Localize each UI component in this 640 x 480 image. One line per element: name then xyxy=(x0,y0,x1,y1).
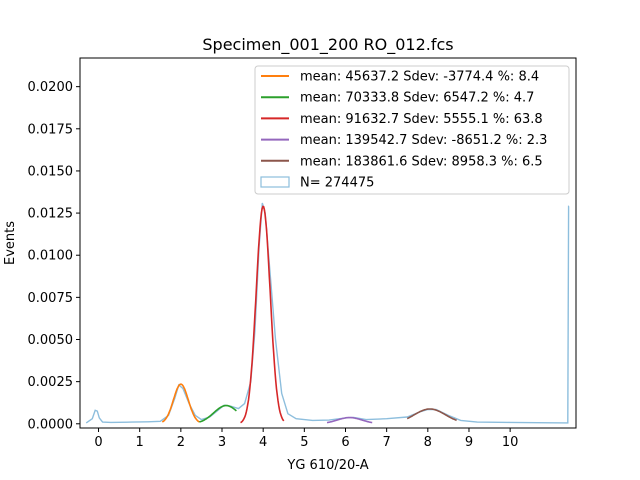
fit-series-4 xyxy=(326,416,373,424)
x-tick-label: 1 xyxy=(136,435,144,450)
legend-label-5: mean: 183861.6 Sdev: 8958.3 %: 6.5 xyxy=(300,154,543,169)
fit-series-5 xyxy=(406,408,457,422)
x-tick-label: 7 xyxy=(383,435,391,450)
x-tick-label: 5 xyxy=(300,435,308,450)
histogram-series xyxy=(85,202,570,424)
y-tick-label: 0.0125 xyxy=(28,207,74,222)
x-tick-label: 6 xyxy=(341,435,349,450)
y-tick-label: 0.0025 xyxy=(28,375,74,390)
y-tick-label: 0.0100 xyxy=(28,249,74,264)
y-tick-label: 0.0175 xyxy=(28,122,74,137)
y-tick-label: 0.0200 xyxy=(28,80,74,95)
fit-series-2 xyxy=(199,404,237,423)
x-tick-label: 4 xyxy=(259,435,267,450)
y-axis-label: Events xyxy=(3,221,18,265)
x-tick-label: 9 xyxy=(465,435,473,450)
x-tick-label: 8 xyxy=(424,435,432,450)
fit-series-3 xyxy=(240,205,285,424)
x-tick-label: 3 xyxy=(218,435,226,450)
legend-box xyxy=(254,65,570,195)
x-tick-label: 0 xyxy=(94,435,102,450)
legend-swatch-histogram xyxy=(260,176,290,188)
chart-title: Specimen_001_200 RO_012.fcs xyxy=(202,35,453,55)
y-tick-label: 0.0150 xyxy=(28,164,74,179)
x-axis-label: YG 610/20-A xyxy=(286,458,368,473)
axes: 0 1 2 3 4 5 6 7 8 9 10 0.0000 0.0025 0.0050 0.0075 0.01… xyxy=(28,57,577,450)
legend: mean: 45637.2 Sdev: -3774.4 %: 8.4 mean: … xyxy=(254,65,570,195)
legend-label-2: mean: 70333.8 Sdev: 6547.2 %: 4.7 xyxy=(300,91,534,106)
legend-label-1: mean: 45637.2 Sdev: -3774.4 %: 8.4 xyxy=(300,70,539,85)
x-tick-label: 2 xyxy=(177,435,185,450)
legend-label-4: mean: 139542.7 Sdev: -8651.2 %: 2.3 xyxy=(300,133,547,148)
legend-label-histogram: N= 274475 xyxy=(300,176,374,191)
y-tick-label: 0.0050 xyxy=(28,333,74,348)
plot-area xyxy=(85,202,570,424)
y-tick-label: 0.0075 xyxy=(28,291,74,306)
axes-frame xyxy=(79,57,577,429)
y-tick-label: 0.0000 xyxy=(28,417,74,432)
legend-label-3: mean: 91632.7 Sdev: 5555.1 %: 63.8 xyxy=(300,112,543,127)
x-tick-label: 10 xyxy=(502,435,519,450)
fit-series-1 xyxy=(161,383,200,423)
